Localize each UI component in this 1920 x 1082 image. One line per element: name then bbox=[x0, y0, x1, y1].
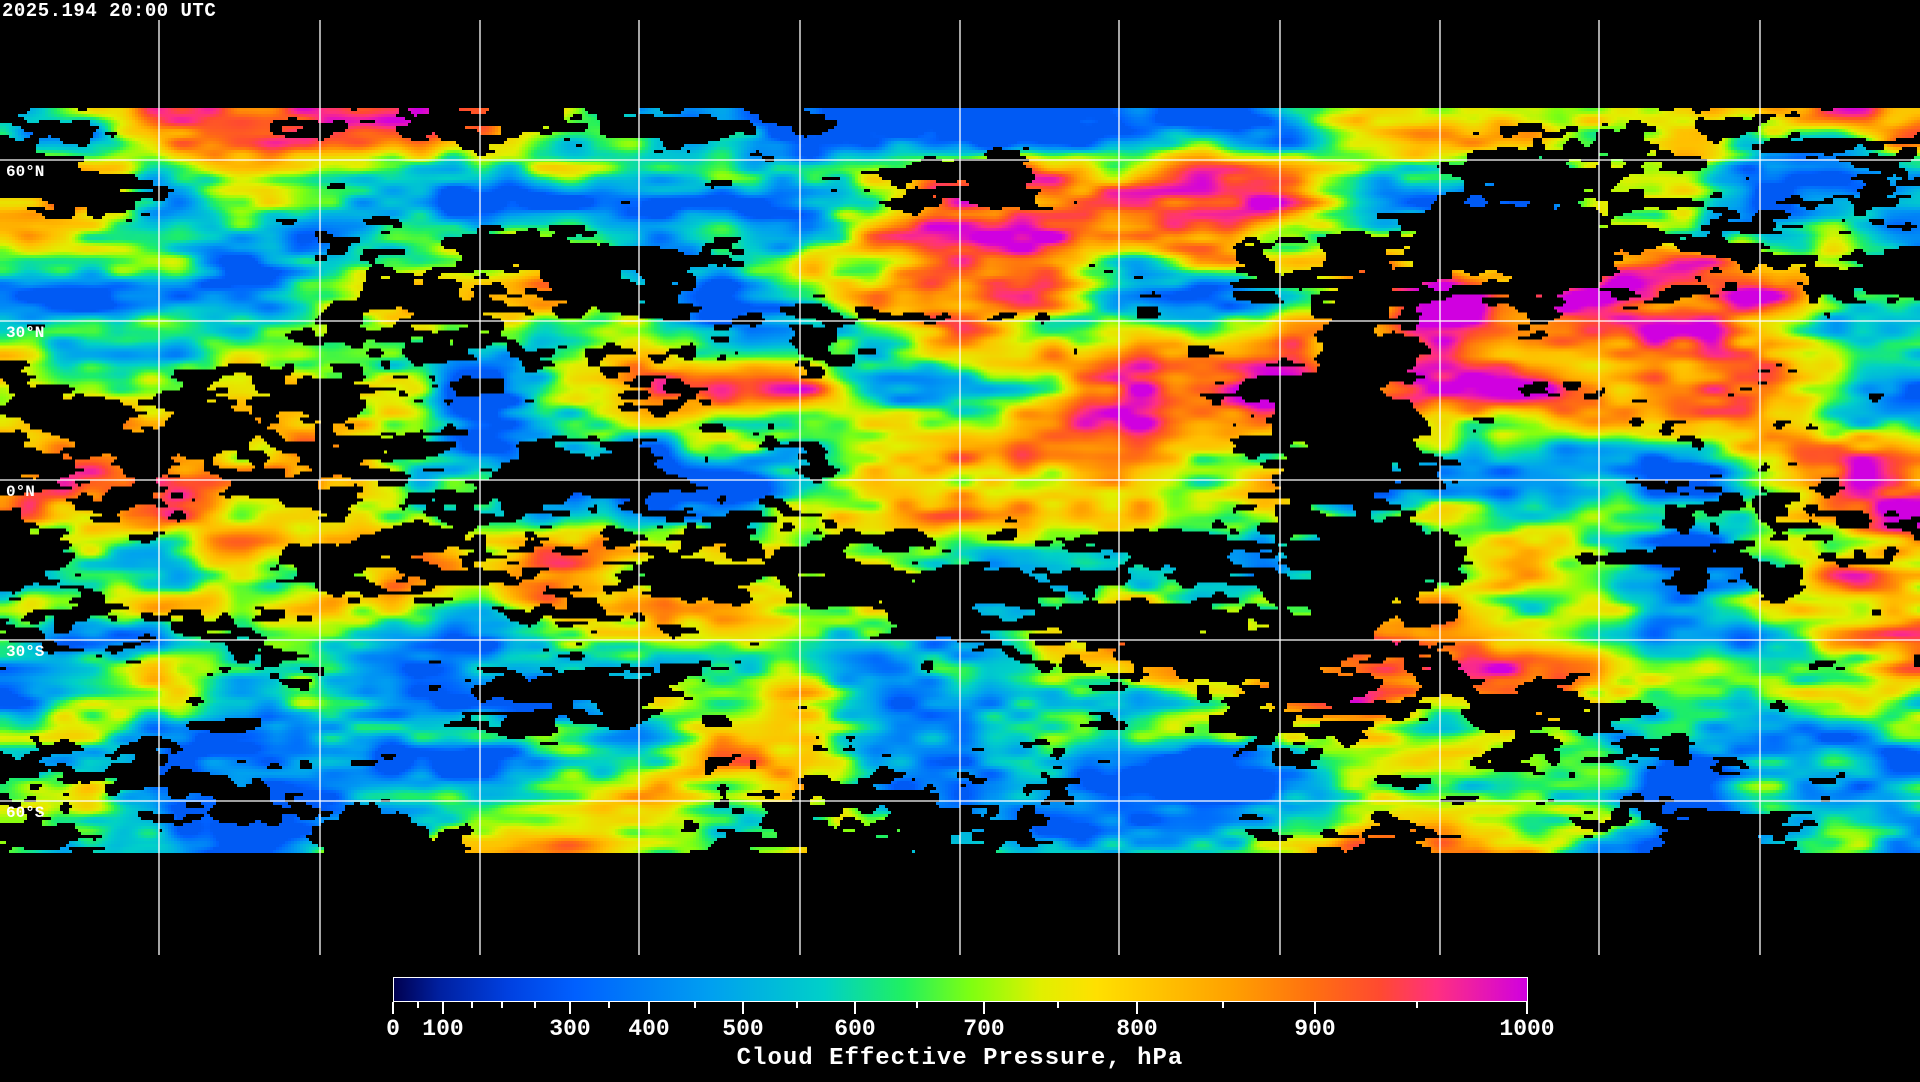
lat-lon-grid bbox=[0, 20, 1920, 955]
colorbar-major-tick bbox=[569, 1002, 571, 1014]
colorbar-minor-tick bbox=[608, 1002, 610, 1008]
colorbar-minor-tick bbox=[1222, 1002, 1224, 1008]
colorbar-tick-label: 100 bbox=[422, 1016, 464, 1042]
colorbar-minor-tick bbox=[1057, 1002, 1059, 1008]
colorbar-minor-tick bbox=[501, 1002, 503, 1008]
colorbar-tick-label: 700 bbox=[963, 1016, 1005, 1042]
colorbar-ticks: 0 100 300 400 500 600 700 800 900 1000 bbox=[0, 1002, 1920, 1082]
timestamp: 2025.194 20:00 UTC bbox=[2, 0, 217, 22]
colorbar-major-tick bbox=[983, 1002, 985, 1014]
colorbar-minor-tick bbox=[471, 1002, 473, 1008]
colorbar-major-tick bbox=[442, 1002, 444, 1014]
colorbar-minor-tick bbox=[916, 1002, 918, 1008]
colorbar-tick-label: 800 bbox=[1116, 1016, 1158, 1042]
colorbar-tick-label: 0 bbox=[386, 1016, 400, 1042]
colorbar-major-tick bbox=[1314, 1002, 1316, 1014]
satellite-map: 2025.194 20:00 UTC 60°N 30°N 0°N 30°S 60… bbox=[0, 0, 1920, 955]
lat-label-60s: 60°S bbox=[6, 804, 45, 822]
colorbar-major-tick bbox=[854, 1002, 856, 1014]
colorbar-major-tick bbox=[742, 1002, 744, 1014]
colorbar bbox=[393, 977, 1528, 1002]
colorbar-tick-label: 900 bbox=[1294, 1016, 1336, 1042]
colorbar-tick-label: 400 bbox=[628, 1016, 670, 1042]
colorbar-tick-label: 300 bbox=[549, 1016, 591, 1042]
colorbar-major-tick bbox=[392, 1002, 394, 1014]
colorbar-tick-label: 1000 bbox=[1499, 1016, 1555, 1042]
colorbar-minor-tick bbox=[1416, 1002, 1418, 1008]
colorbar-title: Cloud Effective Pressure, hPa bbox=[736, 1045, 1184, 1072]
colorbar-minor-tick bbox=[534, 1002, 536, 1008]
lat-label-30n: 30°N bbox=[6, 324, 45, 342]
lat-label-0n: 0°N bbox=[6, 483, 35, 501]
colorbar-major-tick bbox=[1526, 1002, 1528, 1014]
colorbar-tick-label: 600 bbox=[834, 1016, 876, 1042]
lat-label-30s: 30°S bbox=[6, 643, 45, 661]
colorbar-minor-tick bbox=[694, 1002, 696, 1008]
lat-label-60n: 60°N bbox=[6, 163, 45, 181]
colorbar-minor-tick bbox=[796, 1002, 798, 1008]
colorbar-major-tick bbox=[1136, 1002, 1138, 1014]
colorbar-tick-label: 500 bbox=[722, 1016, 764, 1042]
colorbar-major-tick bbox=[648, 1002, 650, 1014]
colorbar-minor-tick bbox=[417, 1002, 419, 1008]
